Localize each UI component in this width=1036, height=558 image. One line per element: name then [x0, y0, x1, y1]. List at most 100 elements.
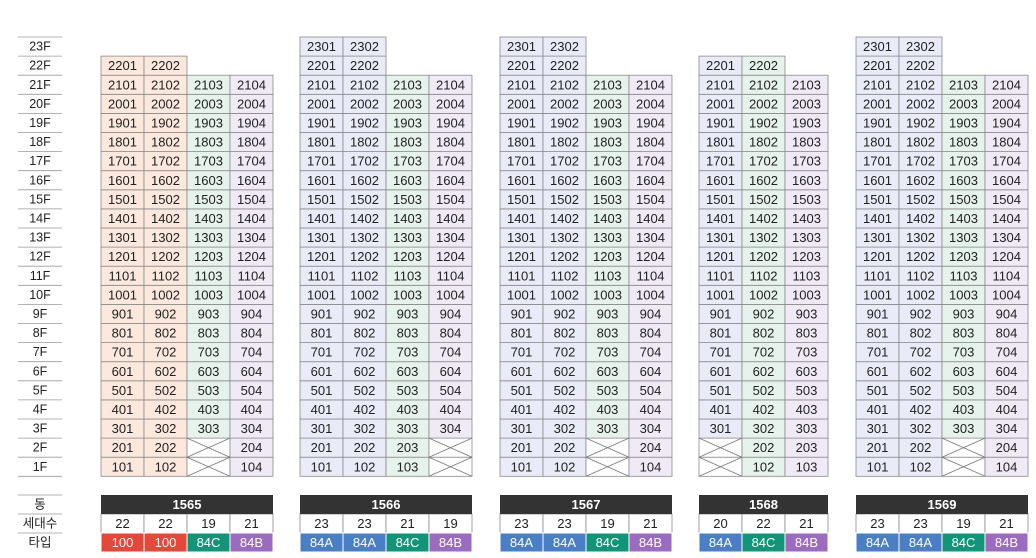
unit-number: 1704	[636, 154, 665, 169]
unit-number: 1203	[393, 249, 422, 264]
unit-number: 1902	[550, 115, 579, 130]
unit-number: 1004	[636, 287, 665, 302]
unit-number: 1602	[550, 173, 579, 188]
unit-number: 1002	[350, 287, 379, 302]
unit-number: 503	[397, 383, 419, 398]
unit-number: 1704	[992, 154, 1021, 169]
unit-number: 103	[397, 459, 419, 474]
unit-number: 2102	[151, 77, 180, 92]
empty-unit-cross	[428, 437, 473, 458]
unit-number: 902	[753, 306, 775, 321]
unit-cell	[342, 36, 387, 57]
unit-number: 1601	[507, 173, 536, 188]
empty-unit-cross	[941, 456, 986, 477]
households-count: 21	[244, 516, 258, 531]
unit-number: 704	[996, 345, 1018, 360]
type-label: 84C	[396, 535, 420, 550]
households-count: 21	[643, 516, 657, 531]
unit-number: 904	[640, 306, 662, 321]
unit-number: 1803	[949, 135, 978, 150]
unit-number: 1901	[108, 115, 137, 130]
unit-number: 1301	[863, 230, 892, 245]
unit-number: 202	[910, 440, 932, 455]
unit-number: 2202	[151, 58, 180, 73]
unit-number: 202	[155, 440, 177, 455]
unit-number: 504	[640, 383, 662, 398]
unit-number: 1703	[949, 154, 978, 169]
unit-number: 1102	[351, 268, 379, 283]
unit-number: 1504	[992, 192, 1021, 207]
unit-number: 1504	[636, 192, 665, 207]
unit-number: 704	[440, 345, 462, 360]
unit-number: 803	[397, 326, 419, 341]
unit-number: 2002	[749, 96, 778, 111]
unit-number: 1502	[906, 192, 935, 207]
unit-number: 504	[996, 383, 1018, 398]
type-label: 84A	[866, 535, 889, 550]
unit-number: 1502	[550, 192, 579, 207]
unit-number: 102	[753, 459, 775, 474]
unit-number: 1203	[593, 249, 622, 264]
unit-number: 1302	[151, 230, 180, 245]
unit-number: 501	[112, 383, 134, 398]
unit-number: 604	[440, 364, 462, 379]
unit-number: 1904	[237, 115, 266, 130]
unit-number: 503	[953, 383, 975, 398]
building-name: 1565	[173, 497, 202, 512]
unit-number: 201	[112, 440, 134, 455]
unit-number: 604	[640, 364, 662, 379]
type-label: 100	[112, 535, 134, 550]
type-label: 84B	[639, 535, 662, 550]
unit-number: 103	[796, 459, 818, 474]
unit-number: 903	[597, 306, 619, 321]
unit-number: 1801	[507, 135, 536, 150]
unit-number: 2103	[393, 77, 422, 92]
households-count: 23	[357, 516, 371, 531]
unit-number: 304	[996, 421, 1018, 436]
unit-number: 1404	[237, 211, 266, 226]
type-label: 84A	[310, 535, 333, 550]
unit-number: 1603	[194, 173, 223, 188]
unit-number: 1703	[593, 154, 622, 169]
unit-number: 1902	[151, 115, 180, 130]
unit-number: 1403	[593, 211, 622, 226]
unit-number: 1904	[992, 115, 1021, 130]
unit-number: 1103	[195, 268, 223, 283]
unit-number: 1903	[792, 115, 821, 130]
unit-number: 803	[796, 326, 818, 341]
floor-label: 4F	[33, 402, 48, 416]
unit-number: 601	[867, 364, 889, 379]
unit-number: 1403	[792, 211, 821, 226]
floor-label: 13F	[29, 231, 51, 245]
type-badge	[428, 532, 473, 553]
unit-number: 1902	[906, 115, 935, 130]
unit-number: 302	[910, 421, 932, 436]
unit-number: 2001	[507, 96, 536, 111]
unit-number: 901	[112, 306, 134, 321]
households-count: 22	[756, 516, 770, 531]
unit-number: 1302	[350, 230, 379, 245]
unit-number: 1103	[793, 268, 821, 283]
unit-number: 1402	[151, 211, 180, 226]
unit-number: 802	[554, 326, 576, 341]
households-count: 20	[713, 516, 727, 531]
floor-label: 7F	[33, 345, 48, 359]
unit-number: 702	[753, 345, 775, 360]
building-name: 1569	[928, 497, 957, 512]
type-label: 84C	[596, 535, 620, 550]
unit-cell	[428, 74, 473, 95]
unit-number: 1701	[507, 154, 536, 169]
unit-number: 501	[511, 383, 533, 398]
unit-number: 1303	[593, 230, 622, 245]
unit-number: 2102	[749, 77, 778, 92]
unit-number: 1203	[194, 249, 223, 264]
unit-number: 2003	[949, 96, 978, 111]
unit-number: 1501	[307, 192, 336, 207]
floor-label: 14F	[29, 211, 51, 225]
unit-number: 703	[198, 345, 220, 360]
unit-number: 503	[597, 383, 619, 398]
unit-number: 1603	[593, 173, 622, 188]
unit-number: 1002	[151, 287, 180, 302]
unit-number: 601	[511, 364, 533, 379]
unit-number: 601	[710, 364, 732, 379]
